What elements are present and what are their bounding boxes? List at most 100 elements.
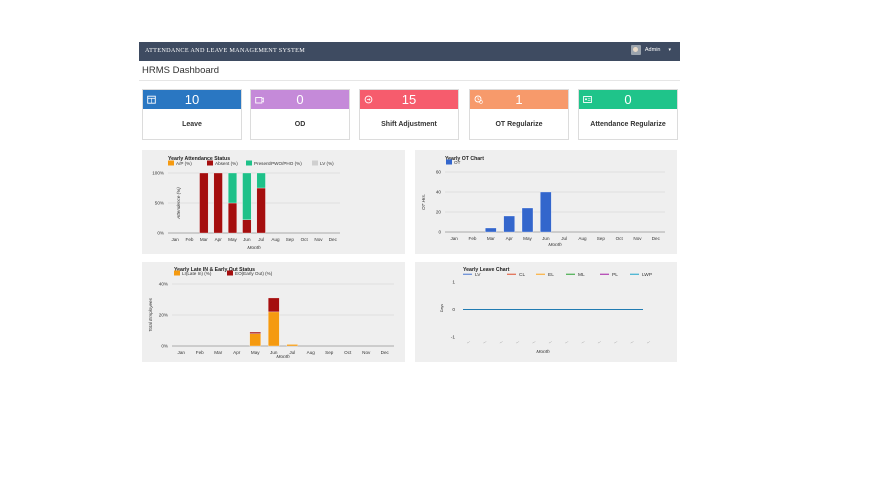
card-label: Leave — [182, 121, 202, 128]
x-tick-label: Jul — [561, 236, 567, 241]
x-tick-label: Oct — [616, 236, 624, 241]
bar — [228, 172, 237, 204]
x-axis-label: Month — [276, 354, 290, 360]
app-title: ATTENDANCE AND LEAVE MANAGEMENT SYSTEM — [145, 47, 306, 54]
app-window: ATTENDANCE AND LEAVE MANAGEMENT SYSTEM A… — [139, 42, 680, 140]
x-tick-label: Nov — [314, 237, 323, 242]
legend-swatch — [227, 270, 233, 276]
avatar[interactable] — [630, 45, 641, 55]
x-tick-label: Jan — [178, 350, 186, 355]
y-tick-label: 0 — [452, 307, 455, 313]
bar — [521, 207, 534, 233]
y-tick-label: 20% — [159, 313, 168, 318]
x-tick-label: May — [523, 236, 532, 241]
legend-label: CL — [519, 272, 525, 278]
card-band: 0 — [251, 90, 349, 109]
x-tick-label: — — [597, 339, 602, 344]
y-tick-label: 0 — [438, 230, 441, 235]
x-tick-label: — — [646, 339, 651, 344]
late-early-chart: Yearly Late IN & Early Out StatusLI(Late… — [148, 267, 394, 360]
card-band: 0 — [579, 90, 677, 109]
x-tick-label: Jul — [289, 350, 295, 355]
chart-title: Yearly Leave Chart — [463, 267, 510, 273]
legend-label: PL — [612, 272, 618, 278]
legend-label: ML — [578, 272, 585, 278]
card-value: 0 — [624, 92, 632, 107]
x-tick-label: Jun — [270, 350, 278, 355]
x-tick-label: Jan — [450, 236, 458, 241]
user-name[interactable]: Admin — [644, 47, 661, 53]
chart-title: Yearly Attendance Status — [168, 156, 230, 162]
bar — [213, 172, 223, 234]
x-tick-label: Mar — [487, 236, 495, 241]
chart-title: Yearly OT Chart — [445, 156, 484, 162]
card-value: 15 — [401, 92, 417, 107]
x-tick-label: — — [515, 339, 520, 344]
card-od[interactable]: 0 OD — [250, 89, 350, 140]
x-tick-label: Apr — [215, 237, 223, 242]
bar — [242, 219, 252, 234]
y-tick-label: 50% — [155, 201, 164, 206]
x-tick-label: Dec — [381, 350, 390, 355]
y-tick-label: 1 — [452, 280, 455, 286]
id-card-icon — [583, 96, 592, 103]
x-tick-label: Oct — [344, 350, 352, 355]
card-band: 10 — [143, 90, 241, 109]
x-tick-label: — — [581, 339, 586, 344]
x-tick-label: — — [531, 339, 536, 344]
x-tick-label: Jul — [258, 237, 264, 242]
leave-chart-panel: Yearly Leave Chart LV CL EL ML PL LWP -1 0 1 Days —… — [415, 262, 677, 362]
card-label: OD — [294, 121, 306, 128]
card-attendance-regularize[interactable]: 0 Attendance Regularize — [578, 89, 678, 140]
y-tick-label: 40% — [159, 282, 168, 287]
x-tick-label: Feb — [196, 350, 204, 355]
chevron-down-icon[interactable]: ▾ — [668, 47, 671, 53]
bar — [268, 297, 280, 313]
x-tick-label: Aug — [307, 350, 316, 355]
page-title: HRMS Dashboard — [142, 65, 220, 76]
x-tick-label: Mar — [200, 237, 208, 242]
y-tick-label: 40 — [436, 190, 442, 195]
legend-swatch — [207, 160, 213, 166]
bar — [540, 191, 552, 233]
card-band: 15 — [360, 90, 458, 109]
x-axis-label: Month — [548, 242, 562, 248]
legend-swatch — [312, 160, 318, 166]
y-axis-label: Days — [440, 304, 444, 312]
bar — [199, 172, 209, 234]
card-label: OT Regularize — [495, 121, 543, 128]
bar — [256, 172, 266, 189]
calendar-icon — [147, 95, 156, 104]
y-tick-label: 60 — [436, 170, 442, 175]
legend-label: LWP — [642, 272, 652, 278]
card-value: 0 — [296, 92, 304, 107]
legend-label: LV — [475, 272, 481, 278]
card-ot-regularize[interactable]: 1 OT Regularize — [469, 89, 569, 140]
legend-label: A/P (%) — [176, 161, 192, 166]
legend-swatch — [174, 270, 180, 276]
legend-label: EL — [548, 272, 554, 278]
x-axis-label: Month — [536, 349, 550, 355]
x-tick-label: — — [499, 339, 504, 344]
card-shift-adjustment[interactable]: 15 Shift Adjustment — [359, 89, 459, 140]
x-tick-label: Apr — [506, 236, 514, 241]
y-axis-label: Attendence (%) — [176, 187, 181, 220]
y-axis-label: Total Employees — [148, 297, 153, 331]
x-tick-label: Nov — [362, 350, 371, 355]
briefcase-icon — [255, 97, 264, 104]
card-leave[interactable]: 10 Leave — [142, 89, 242, 140]
user-menu[interactable]: Admin ▾ — [630, 45, 671, 55]
x-tick-label: Dec — [329, 237, 338, 242]
x-tick-label: Jun — [243, 237, 251, 242]
bar — [503, 215, 515, 233]
late-early-chart-panel: Yearly Late IN & Early Out Status LI(Late… — [142, 262, 405, 362]
x-tick-label: Feb — [186, 237, 194, 242]
x-tick-label: Dec — [652, 236, 661, 241]
chart-title: Yearly Late IN & Early Out Status — [174, 267, 255, 273]
card-band: 1 — [470, 90, 568, 109]
x-tick-label: Jun — [542, 236, 550, 241]
x-tick-label: — — [613, 339, 618, 344]
x-tick-label: Feb — [469, 236, 477, 241]
